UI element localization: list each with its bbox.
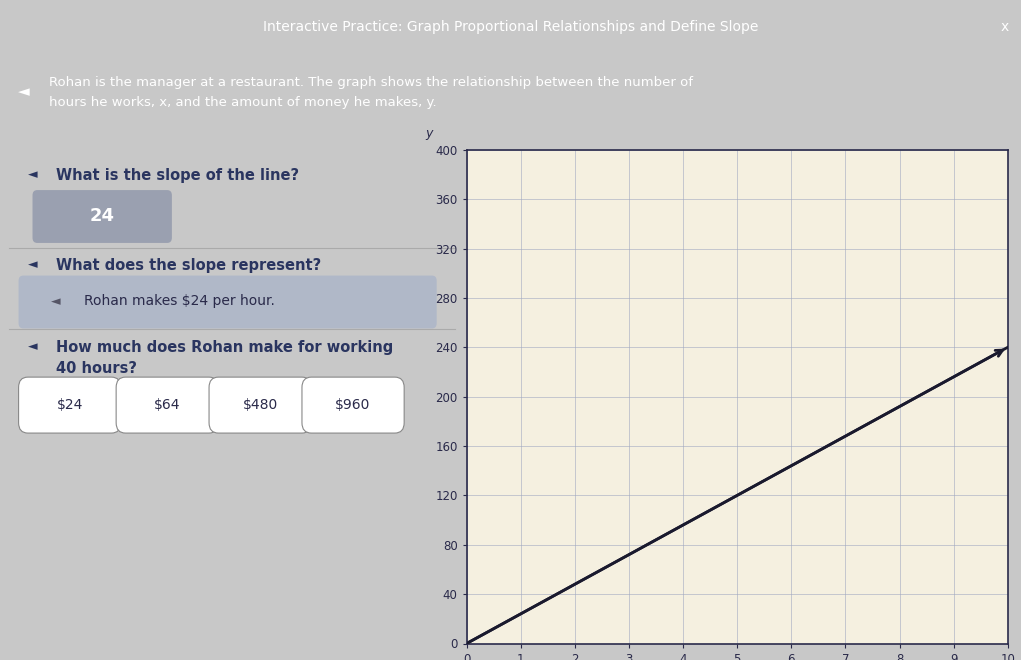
Text: ◄: ◄ [28, 259, 38, 271]
Y-axis label: y: y [425, 127, 433, 140]
Text: What is the slope of the line?: What is the slope of the line? [56, 168, 299, 183]
Text: Interactive Practice: Graph Proportional Relationships and Define Slope: Interactive Practice: Graph Proportional… [262, 20, 759, 34]
FancyBboxPatch shape [302, 377, 404, 433]
FancyBboxPatch shape [18, 276, 437, 329]
Text: ◄: ◄ [28, 340, 38, 353]
Text: ◄: ◄ [18, 84, 31, 100]
FancyBboxPatch shape [116, 377, 218, 433]
Text: $64: $64 [154, 397, 181, 412]
Text: Rohan makes $24 per hour.: Rohan makes $24 per hour. [84, 294, 275, 308]
FancyBboxPatch shape [18, 377, 120, 433]
Text: Rohan is the manager at a restaurant. The graph shows the relationship between t: Rohan is the manager at a restaurant. Th… [49, 76, 693, 109]
Text: How much does Rohan make for working
40 hours?: How much does Rohan make for working 40 … [56, 340, 393, 376]
Text: $480: $480 [243, 397, 278, 412]
Text: What does the slope represent?: What does the slope represent? [56, 259, 321, 273]
Text: 24: 24 [90, 207, 114, 225]
Text: $960: $960 [335, 397, 371, 412]
Text: x: x [1001, 20, 1009, 34]
Text: $24: $24 [56, 397, 83, 412]
FancyBboxPatch shape [209, 377, 311, 433]
Text: ◄: ◄ [51, 295, 60, 308]
FancyBboxPatch shape [33, 190, 172, 243]
Text: ◄: ◄ [28, 168, 38, 181]
